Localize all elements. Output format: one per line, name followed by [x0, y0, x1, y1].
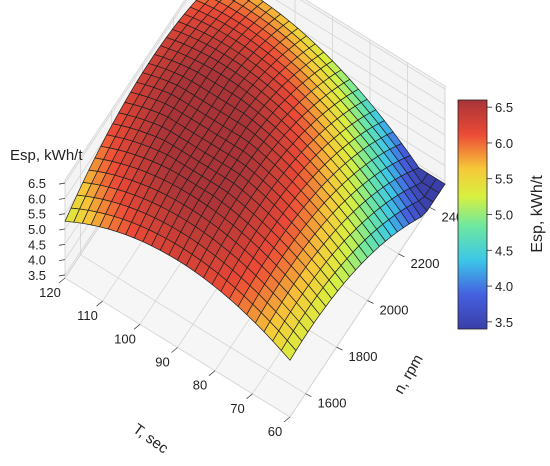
colorbar-title: Esp, kWh/t [529, 175, 546, 253]
x-axis-title: T, sec [130, 420, 172, 457]
x-tick-mark [171, 347, 178, 353]
z-axis-title: Esp, kWh/t [10, 147, 83, 164]
x-tick-mark [96, 300, 103, 307]
z-tick-mark [58, 182, 66, 185]
surface-patch [280, 340, 297, 361]
x-tick-label: 110 [77, 308, 98, 323]
y-tick-label: 1800 [349, 349, 378, 364]
y-tick-label: 1600 [318, 396, 347, 411]
x-tick-mark [133, 324, 141, 330]
z-tick-label: 5.0 [28, 222, 46, 237]
colorbar-tick-label: 6.0 [495, 136, 513, 151]
z-tick-label: 6.0 [28, 191, 46, 206]
z-tick-label: 4.5 [28, 237, 46, 252]
colorbar-tick-label: 6.5 [495, 100, 513, 115]
colorbar: 3.5 4.0 4.5 5.0 5.5 6.0 6.5 Esp, kWh/t [457, 99, 546, 330]
colorbar-tick-label: 4.0 [495, 279, 513, 294]
colorbar-tick-label: 5.0 [495, 208, 513, 223]
y-tick-mark [398, 253, 405, 258]
x-tick-mark [58, 277, 66, 284]
colorbar-tick-label: 5.5 [495, 172, 513, 187]
x-tick-label: 70 [230, 401, 244, 416]
colorbar-gradient [457, 99, 488, 330]
x-tick-label: 100 [114, 331, 136, 346]
y-axis-title: n, rpm [391, 352, 427, 397]
y-tick-label: 2000 [380, 303, 409, 318]
grid-line-z [64, 0, 188, 184]
z-tick-label: 3.5 [28, 268, 46, 283]
x-tick-mark [208, 370, 216, 376]
y-tick-mark [367, 300, 374, 304]
x-tick-mark [246, 393, 253, 400]
colorbar-tick-label: 4.5 [495, 243, 513, 258]
z-tick-label: 5.5 [28, 207, 46, 222]
z-tick-mark [58, 259, 66, 262]
x-tick-label: 120 [39, 285, 61, 300]
grid-line-y [80, 254, 306, 395]
y-tick-mark [336, 346, 343, 351]
colorbar-ticks: 3.5 4.0 4.5 5.0 5.5 6.0 6.5 [487, 100, 513, 330]
grid-line-z [275, 0, 446, 105]
z-tick-mark [58, 228, 66, 231]
z-tick-label: 4.0 [28, 253, 46, 268]
z-tick-mark [58, 213, 66, 216]
x-tick-label: 60 [268, 424, 282, 439]
z-tick-mark [58, 197, 66, 200]
z-tick-mark [58, 274, 66, 277]
x-tick-mark [283, 416, 291, 423]
y-tick-mark [429, 206, 436, 211]
y-tick-label: 2200 [411, 256, 440, 271]
grid-line-z [300, 0, 446, 90]
z-tick-label: 6.5 [28, 176, 46, 191]
colorbar-tick-label: 3.5 [495, 315, 513, 330]
z-tick-mark [58, 243, 66, 246]
x-tick-label: 90 [155, 355, 169, 370]
x-tick-label: 80 [193, 378, 207, 393]
y-tick-mark [305, 393, 312, 398]
surface-mesh [64, 0, 446, 361]
